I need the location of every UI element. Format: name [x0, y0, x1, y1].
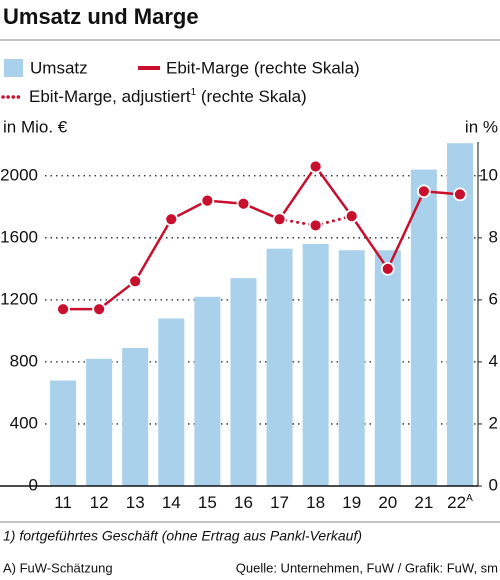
x-tick-label-part: 22 — [447, 493, 466, 512]
x-tick-label: 21 — [414, 493, 433, 512]
x-tick-label: 17 — [270, 493, 289, 512]
y-tick-label: 2000 — [0, 165, 38, 184]
note: A) FuW-Schätzung — [3, 560, 113, 575]
x-tick-label-part: 15 — [198, 493, 217, 512]
x-tick-label: 18 — [306, 493, 325, 512]
x-tick-label: 13 — [126, 493, 145, 512]
legend-label-part: Ebit-Marge, adjustiert — [29, 87, 191, 106]
bar — [50, 380, 77, 486]
y-tick-label: 1200 — [0, 289, 38, 308]
legend-swatch — [4, 59, 23, 77]
y2-tick-label: 8 — [489, 227, 498, 246]
x-tick-label: 19 — [342, 493, 361, 512]
y-tick-label: 1600 — [0, 227, 38, 246]
point — [164, 212, 179, 227]
source: Quelle: Unternehmen, FuW / Grafik: FuW, … — [236, 560, 498, 575]
x-tick-label-part: 14 — [162, 493, 181, 512]
x-tick-label-part: 20 — [378, 493, 397, 512]
legend-label: Umsatz — [30, 58, 88, 77]
y2-tick-label: 6 — [489, 289, 498, 308]
x-tick-label: 12 — [90, 493, 109, 512]
x-tick-label: 14 — [162, 493, 181, 512]
x-tick-label: 11 — [54, 493, 72, 512]
bar — [338, 250, 365, 486]
y2-tick-label: 4 — [489, 351, 498, 370]
y-tick-label: 800 — [10, 351, 38, 370]
legend-label-part: (rechte Skala) — [196, 87, 307, 106]
y-axis-label: in Mio. € — [3, 117, 68, 136]
point — [308, 159, 323, 174]
point — [272, 212, 287, 227]
y-tick-label: 0 — [29, 475, 38, 494]
x-tick-label-part: 21 — [414, 493, 433, 512]
legend-label: Ebit-Marge (rechte Skala) — [166, 58, 360, 77]
point — [128, 274, 143, 289]
bar — [302, 244, 329, 486]
bar — [194, 296, 221, 486]
line — [63, 165, 461, 311]
chart-title: Umsatz und Marge — [3, 4, 199, 29]
y2-tick-label: 0 — [489, 475, 498, 494]
point — [92, 302, 107, 317]
point — [344, 209, 359, 224]
y-tick-label: 400 — [10, 413, 38, 432]
y2-tick-label: 2 — [489, 413, 498, 432]
point — [200, 193, 215, 208]
bar — [374, 250, 401, 486]
y2-axis-label: in % — [465, 117, 498, 136]
x-tick-label: 20 — [378, 493, 397, 512]
point — [380, 261, 395, 276]
point — [453, 187, 467, 202]
footnote: 1) fortgeführtes Geschäft (ohne Ertrag a… — [3, 528, 362, 544]
x-tick-label: 22A — [447, 493, 473, 513]
x-tick-label-part: 17 — [270, 493, 289, 512]
bar — [158, 318, 185, 486]
y2-tick-label: 10 — [479, 165, 498, 184]
bar — [86, 358, 113, 486]
x-tick-label-part: 11 — [54, 493, 72, 512]
legend-superscript: 1 — [191, 87, 197, 98]
bar — [230, 278, 257, 486]
x-tick-label-part: 18 — [306, 493, 325, 512]
bar — [410, 169, 437, 486]
x-tick-label-part: 13 — [126, 493, 145, 512]
x-tick-label: 16 — [234, 493, 253, 512]
point — [236, 196, 251, 211]
legend-label: Ebit-Marge, adjustiert1 (rechte Skala) — [29, 87, 307, 107]
point — [308, 218, 323, 233]
x-tick-superscript: A — [466, 493, 473, 504]
point — [416, 184, 431, 199]
x-tick-label-part: 12 — [90, 493, 109, 512]
bar — [266, 248, 293, 486]
x-tick-label-part: 19 — [342, 493, 361, 512]
x-tick-label-part: 16 — [234, 493, 253, 512]
bar — [122, 347, 149, 486]
point — [56, 302, 70, 317]
x-tick-label: 15 — [198, 493, 217, 512]
